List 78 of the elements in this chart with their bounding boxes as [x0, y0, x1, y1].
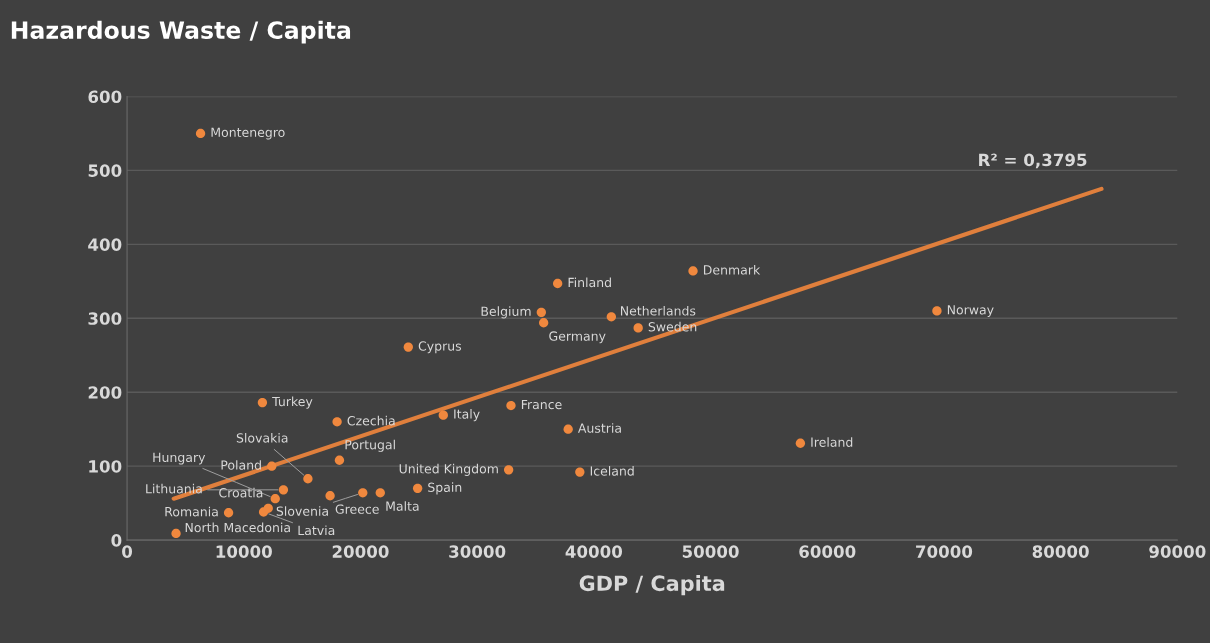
- series-label: Czechia: [347, 415, 395, 426]
- series-label: Iceland: [590, 466, 634, 476]
- series-label: Italy: [454, 409, 480, 422]
- series-label: Portugal: [345, 439, 395, 452]
- y-tick-label: 400: [88, 238, 122, 251]
- point: [375, 488, 385, 498]
- point: [412, 483, 423, 494]
- point: [539, 318, 549, 328]
- series-label: Croatia: [219, 487, 263, 498]
- series-label: Norway: [947, 305, 994, 317]
- series-label: Cyprus: [418, 341, 462, 354]
- point: [403, 342, 413, 352]
- point: [795, 438, 806, 448]
- x-tick-label: 10000: [216, 545, 272, 558]
- point: [267, 461, 277, 471]
- x-tick-label: 60000: [799, 545, 856, 558]
- x-tick-label: 0: [122, 545, 133, 558]
- point: [932, 306, 942, 316]
- series-label: Netherlands: [620, 305, 696, 316]
- text: Slovenia: [276, 506, 328, 516]
- point: [553, 278, 563, 289]
- series-label: Turkey: [272, 396, 313, 409]
- y-tick-label: 200: [88, 386, 122, 399]
- text: Slovakia: [236, 432, 288, 443]
- series-label: Germany: [549, 331, 606, 344]
- x-tick-label: 30000: [449, 545, 506, 558]
- annotation: R² = 0,3795: [979, 153, 1087, 169]
- series-label: Spain: [428, 482, 462, 495]
- text: Hungary: [153, 452, 206, 465]
- point: [503, 465, 514, 475]
- y-tick-label: 0: [111, 534, 122, 547]
- series-label: Ireland: [811, 437, 853, 447]
- point: [171, 528, 181, 539]
- text: Latvia: [298, 525, 335, 536]
- x-tick-label: 20000: [332, 545, 389, 558]
- x-axis-title: GDP / Capita: [579, 575, 725, 596]
- y-tick-label: 600: [88, 90, 122, 104]
- x-tick-label: 40000: [565, 545, 623, 558]
- series-label: North Macedonia: [185, 522, 290, 533]
- y-tick-label: 500: [88, 164, 122, 177]
- chart-title: Hazardous Waste / Capita: [11, 20, 351, 44]
- point: [334, 455, 345, 465]
- series-label: Denmark: [703, 264, 761, 275]
- series-label: Montenegro: [211, 127, 285, 140]
- point: [332, 417, 342, 427]
- point: [358, 488, 368, 498]
- x-tick-label: 50000: [682, 545, 739, 558]
- point: [270, 494, 280, 504]
- point: [688, 266, 698, 276]
- point: [303, 474, 313, 484]
- series-label: Malta: [386, 501, 419, 511]
- series-label: Poland: [221, 460, 261, 470]
- series-label: Belgium: [481, 306, 531, 319]
- point: [223, 508, 234, 518]
- point: [633, 323, 643, 333]
- point: [438, 410, 448, 420]
- point: [606, 312, 616, 322]
- series-label: Greece: [335, 504, 379, 514]
- series-label: United Kingdom: [399, 463, 498, 476]
- y-tick-label: 300: [88, 312, 122, 325]
- point: [278, 485, 289, 495]
- y-tick-label: 100: [89, 460, 122, 473]
- point: [563, 424, 573, 434]
- text: Lithuania: [146, 483, 202, 494]
- series-label: Romania: [165, 506, 218, 517]
- point: [325, 491, 335, 501]
- series-label: Finland: [568, 277, 611, 288]
- series-label: Austria: [577, 423, 621, 433]
- point: [263, 503, 273, 513]
- x-tick-label: 70000: [916, 545, 973, 558]
- series-label: France: [521, 399, 562, 410]
- point: [257, 397, 268, 408]
- point: [506, 400, 516, 411]
- x-tick-label: 80000: [1032, 545, 1089, 558]
- point: [195, 128, 206, 139]
- point: [536, 307, 546, 318]
- x-tick-label: 90000: [1149, 545, 1206, 558]
- point: [575, 467, 585, 477]
